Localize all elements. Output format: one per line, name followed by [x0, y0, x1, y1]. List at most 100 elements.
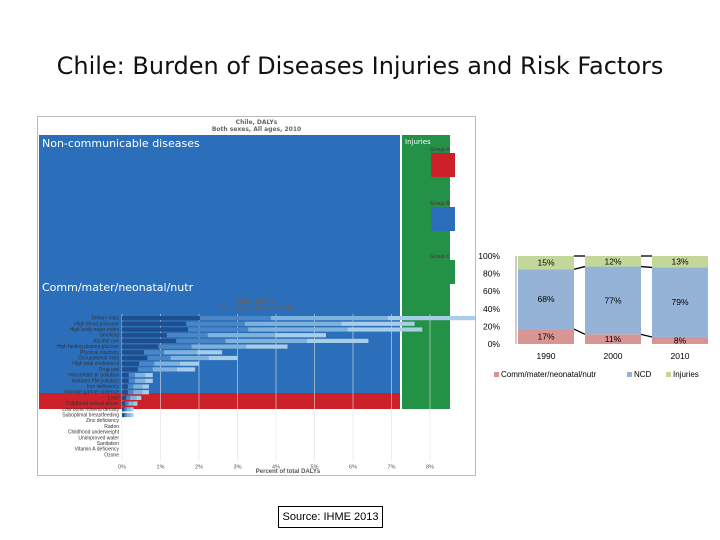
source-note: Source: IHME 2013	[278, 506, 383, 528]
stack-data-label: 8%	[674, 335, 687, 345]
risk-factor-label: Childhood sexual abuse	[66, 401, 120, 407]
risk-xtick-label: 3%	[234, 465, 242, 471]
risk-factor-label: Low bone mineral density	[62, 407, 119, 413]
stack-data-label: 68%	[537, 294, 554, 304]
stack-ytick-label: 80%	[483, 269, 500, 279]
group-a-swatch	[431, 153, 455, 177]
risk-factor-bar	[122, 373, 129, 378]
risk-factor-bar	[126, 412, 131, 418]
risk-factor-bar	[128, 401, 134, 406]
risk-factor-label: Unimproved water	[78, 435, 119, 441]
treemap-ncd-label: Non-communicable diseases	[42, 137, 200, 150]
group-c-label: Group C	[430, 254, 450, 260]
stack-legend-label: NCD	[634, 370, 652, 379]
risk-factor-bar	[133, 384, 143, 389]
risk-factor-bar	[147, 355, 171, 361]
ihme-panel: Chile, DALYs Both sexes, All ages, 2010 …	[37, 116, 476, 476]
stack-connector-line	[573, 328, 586, 335]
stack-data-label: 79%	[671, 297, 688, 307]
treemap-subtitle: Both sexes, All ages, 2010	[211, 126, 302, 133]
risk-factor-bar	[122, 384, 128, 389]
risk-factor-bar	[125, 401, 129, 406]
risk-factor-bar	[179, 361, 199, 366]
risk-factor-label: Intimate partner violence	[64, 390, 119, 396]
risk-factor-bar	[128, 378, 135, 383]
stack-legend-swatch	[494, 372, 499, 377]
stack-ytick-label: 20%	[483, 321, 500, 331]
stack-legend-swatch	[627, 372, 632, 377]
risk-factor-bar	[225, 338, 307, 343]
risk-factor-bar	[138, 367, 153, 372]
risk-factor-label: Drug use	[99, 367, 120, 373]
risk-factor-chart: Chile, DALYs Both sexes, All ages, 2010 …	[56, 299, 475, 475]
risk-xtick-label: 8%	[426, 465, 434, 471]
stack-data-label: 15%	[537, 258, 554, 268]
stack-bar-segment	[652, 256, 708, 268]
stack-ytick-label: 100%	[478, 251, 500, 261]
risk-factor-bar	[124, 412, 127, 418]
risk-factor-label: Occupational risks	[78, 356, 119, 362]
stack-ytick-label: 40%	[483, 304, 500, 314]
risk-factor-label: Childhood underweight	[68, 430, 120, 436]
risk-factor-bar	[246, 344, 288, 349]
risk-factor-label: Lead	[108, 395, 119, 401]
risk-factor-bar	[128, 373, 135, 378]
risk-xtick-label: 4%	[272, 465, 280, 471]
risk-factor-label: Dietary risks	[91, 316, 119, 322]
risk-factor-label: Suboptimal breastfeeding	[62, 413, 119, 419]
risk-factor-bar	[134, 373, 146, 378]
stack-category-label: 1990	[537, 351, 556, 361]
stack-bar-segment	[518, 256, 574, 270]
stack-data-label: 12%	[604, 256, 621, 266]
risk-factor-bar	[197, 350, 223, 355]
risk-factor-bar	[270, 316, 388, 321]
risk-factor-bar	[122, 378, 129, 383]
stack-category-label: 2010	[671, 351, 690, 361]
risk-factor-bar	[122, 338, 177, 343]
risk-factor-label: Radon	[104, 424, 119, 430]
risk-factor-bar	[142, 390, 149, 395]
risk-factor-bar	[244, 321, 342, 326]
risk-factor-bar	[133, 390, 143, 395]
risk-factor-label: High total cholesterol	[72, 361, 119, 367]
risk-factor-bar	[176, 338, 226, 343]
risk-chart-subtitle: Both sexes, All ages, 2010	[219, 306, 294, 312]
stack-connector-line	[640, 333, 653, 338]
risk-factor-bar	[122, 390, 128, 395]
risk-factor-label: Ambient PM pollution	[72, 378, 119, 384]
risk-xtick-label: 1%	[157, 465, 165, 471]
risk-factor-bar	[122, 344, 159, 349]
risk-factor-bar	[122, 412, 125, 418]
risk-factor-bar	[130, 395, 137, 400]
risk-factor-bar	[142, 384, 149, 389]
slide-title: Chile: Burden of Diseases Injuries and R…	[56, 52, 664, 80]
stack-bar-segment	[652, 267, 708, 337]
risk-factor-bar	[248, 327, 348, 332]
risk-xtick-label: 0%	[118, 465, 126, 471]
risk-factor-bar	[122, 316, 200, 321]
risk-factor-bar	[122, 361, 139, 366]
risk-factor-bar	[122, 321, 187, 326]
risk-factor-label: High blood pressure	[74, 321, 119, 327]
risk-factor-bar	[130, 412, 134, 418]
risk-xtick-label: 7%	[388, 465, 396, 471]
risk-factor-label: Alcohol use	[93, 338, 119, 344]
risk-factor-bar	[154, 361, 180, 366]
risk-factor-bar	[134, 378, 146, 383]
risk-factor-bar	[126, 407, 131, 412]
risk-factor-label: Smoking	[100, 333, 120, 339]
risk-factor-label: Household air pollution	[68, 373, 119, 379]
risk-xtick-label: 2%	[195, 465, 203, 471]
stack-bar-segment	[652, 336, 708, 344]
risk-factor-bar	[122, 327, 189, 332]
stack-connector-line	[640, 265, 653, 269]
risk-factor-bar	[152, 367, 177, 372]
risk-factor-bar	[122, 333, 167, 338]
risk-factor-label: Ozone	[104, 452, 119, 458]
group-b-label: Group B	[430, 201, 450, 207]
risk-factor-label: Sanitation	[97, 441, 119, 447]
risk-factor-label: High fasting plasma glucose	[56, 344, 119, 350]
stack-legend-swatch	[666, 372, 671, 377]
risk-factor-bar	[166, 333, 208, 338]
stack-category-label: 2000	[604, 351, 623, 361]
